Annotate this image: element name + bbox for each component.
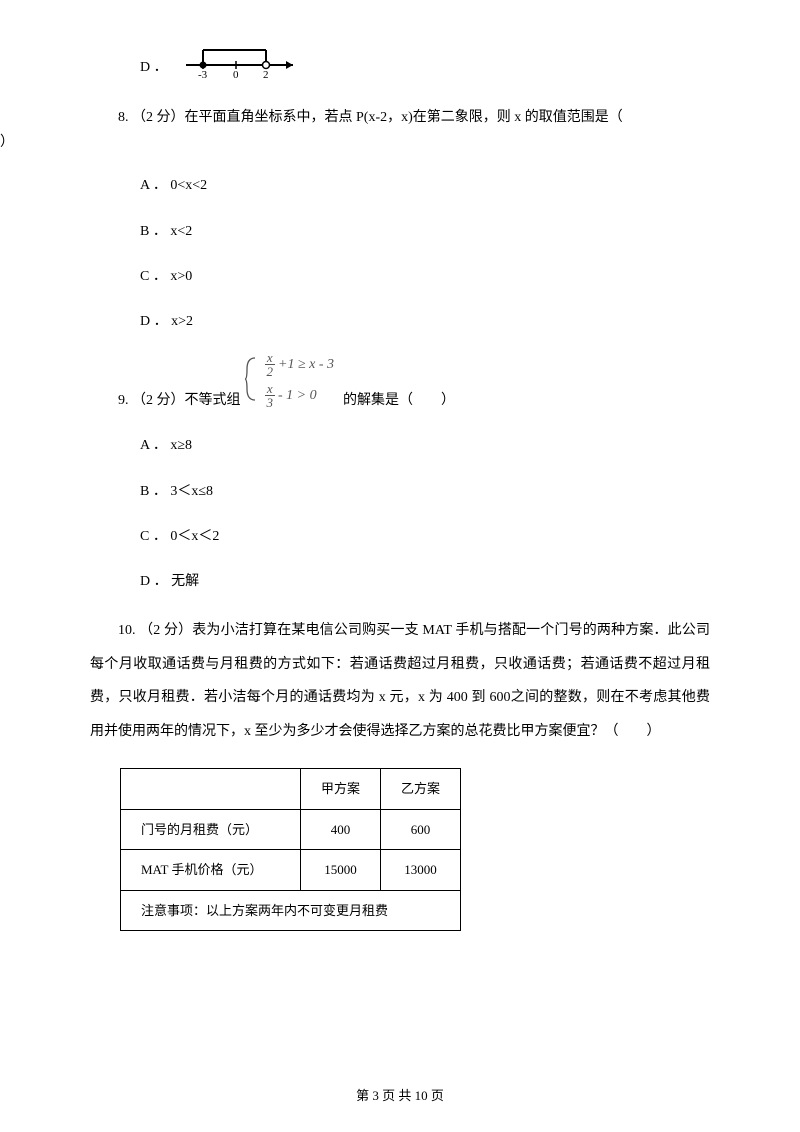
q7-option-d-row: D ． -3 0 2: [140, 40, 710, 80]
table-row: 甲方案 乙方案: [121, 769, 461, 809]
row-price-label: MAT 手机价格（元）: [121, 850, 301, 890]
q9-option-a: A ． x≥8: [140, 433, 710, 458]
q8-stem: 8. （2 分）在平面直角坐标系中，若点 P(x-2，x)在第二象限，则 x 的…: [90, 105, 710, 130]
row-price-a: 15000: [301, 850, 381, 890]
header-plan-a: 甲方案: [301, 769, 381, 809]
q8-option-b: B ． x<2: [140, 219, 710, 244]
q7-option-d-label: D ．: [140, 55, 168, 80]
q9-stem: 9. （2 分）不等式组 x2 +1 ≥ x - 3 x3 - 1 > 0 的解…: [118, 354, 710, 413]
row-rent-label: 门号的月租费（元）: [121, 809, 301, 849]
q9-option-d: D ． 无解: [140, 569, 710, 594]
row-rent-b: 600: [381, 809, 461, 849]
q9-option-b: B ． 3＜x≤8: [140, 479, 710, 504]
row-rent-a: 400: [301, 809, 381, 849]
table-row: 门号的月租费（元） 400 600: [121, 809, 461, 849]
header-blank: [121, 769, 301, 809]
svg-text:0: 0: [233, 69, 239, 80]
table-row: MAT 手机价格（元） 15000 13000: [121, 850, 461, 890]
q9-ineq2: x3 - 1 > 0: [263, 382, 336, 409]
page-footer: 第 3 页 共 10 页: [0, 1084, 800, 1107]
table-row: 注意事项：以上方案两年内不可变更月租费: [121, 890, 461, 930]
svg-text:-3: -3: [198, 69, 208, 80]
number-line-diagram: -3 0 2: [178, 40, 308, 80]
q8-text: 8. （2 分）在平面直角坐标系中，若点 P(x-2，x)在第二象限，则 x 的…: [118, 110, 623, 125]
row-price-b: 13000: [381, 850, 461, 890]
q8-option-c: C ． x>0: [140, 264, 710, 289]
q8-option-a: A ． 0<x<2: [140, 173, 710, 198]
q9-prefix: 9. （2 分）不等式组: [118, 388, 241, 413]
q9-suffix: 的解集是（ ）: [343, 388, 455, 413]
row-note: 注意事项：以上方案两年内不可变更月租费: [121, 890, 461, 930]
q9-ineq1: x2 +1 ≥ x - 3: [263, 351, 336, 378]
svg-text:2: 2: [263, 69, 269, 80]
q10-stem: 10. （2 分）表为小洁打算在某电信公司购买一支 MAT 手机与搭配一个门号的…: [90, 614, 710, 748]
q9-option-c: C ． 0＜x＜2: [140, 524, 710, 549]
q10-table: 甲方案 乙方案 门号的月租费（元） 400 600 MAT 手机价格（元） 15…: [120, 768, 461, 931]
q8-paren: ）: [0, 130, 710, 155]
q8-option-d: D ． x>2: [140, 309, 710, 334]
header-plan-b: 乙方案: [381, 769, 461, 809]
